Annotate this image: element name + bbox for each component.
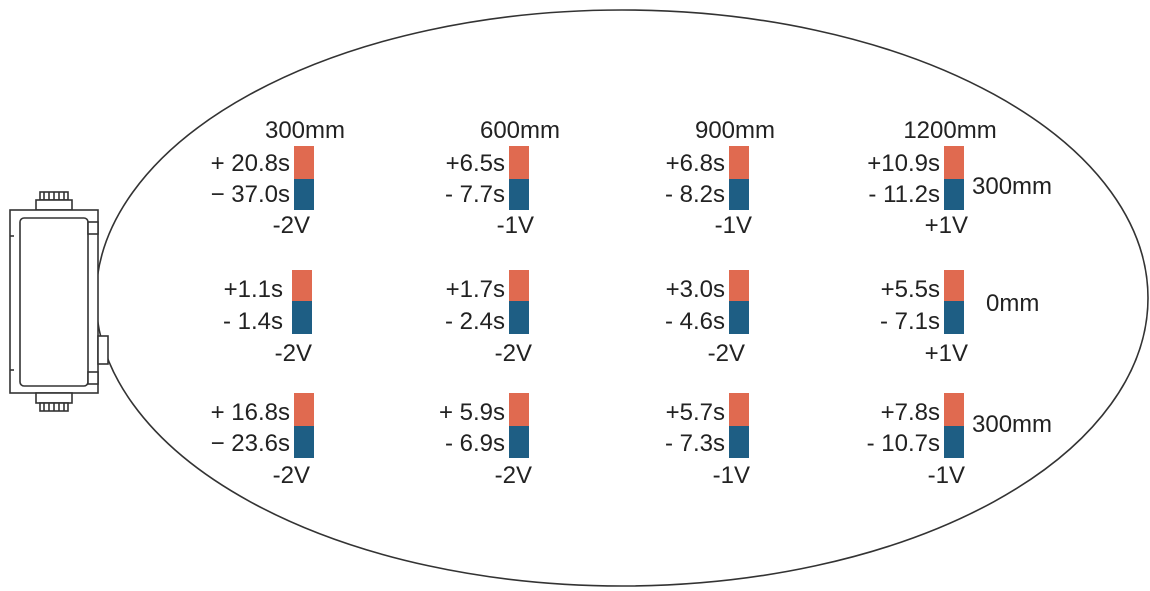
positive-bar (729, 270, 749, 301)
positive-bar (509, 270, 529, 301)
positive-bar (729, 146, 749, 179)
positive-bar (509, 393, 529, 426)
positive-time-label: +1.7s (445, 276, 505, 303)
voltage-label: -2V (494, 462, 532, 489)
negative-time-label: - 1.4s (222, 308, 283, 335)
voltage-label: -1V (714, 212, 752, 239)
positive-time-label: + 5.9s (438, 399, 505, 426)
positive-bar (729, 393, 749, 426)
positive-time-label: +7.8s (880, 399, 940, 426)
negative-time-label: - 8.2s (664, 181, 725, 208)
negative-bar (944, 426, 964, 458)
negative-bar (294, 179, 314, 210)
negative-time-label: - 6.9s (444, 430, 505, 457)
row-label: 300mm (972, 411, 1053, 438)
negative-bar (729, 301, 749, 334)
positive-time-label: +5.7s (665, 399, 725, 426)
voltage-label: -1V (712, 462, 750, 489)
column-header: 300mm (264, 117, 346, 144)
negative-time-label: - 11.2s (868, 181, 940, 208)
negative-time-label: - 7.7s (444, 181, 505, 208)
voltage-label: +1V (924, 212, 968, 239)
negative-bar (509, 179, 529, 210)
positive-bar (944, 146, 964, 179)
negative-time-label: - 10.7s (866, 430, 940, 457)
negative-time-label: - 4.6s (664, 308, 725, 335)
negative-bar (294, 426, 314, 458)
positive-time-label: +6.8s (665, 150, 725, 177)
column-header: 1200mm (903, 117, 997, 144)
positive-bar (509, 146, 529, 179)
column-header: 600mm (479, 117, 561, 144)
voltage-label: -2V (272, 462, 310, 489)
negative-bar (509, 301, 529, 334)
positive-bar (294, 146, 314, 179)
positive-bar (944, 270, 964, 301)
positive-time-label: +1.1s (223, 276, 283, 303)
positive-time-label: + 16.8s (210, 399, 290, 426)
negative-time-label: - 7.3s (664, 430, 725, 457)
positive-bar (294, 393, 314, 426)
column-header: 900mm (694, 117, 776, 144)
voltage-label: +1V (924, 340, 968, 367)
row-label: 300mm (972, 173, 1053, 200)
voltage-label: -2V (272, 212, 310, 239)
voltage-label: -2V (274, 340, 312, 367)
negative-time-label: − 23.6s (210, 430, 290, 457)
negative-bar (729, 426, 749, 458)
device-icon (9, 191, 109, 412)
negative-bar (729, 179, 749, 210)
voltage-label: -2V (494, 340, 532, 367)
voltage-label: -1V (496, 212, 534, 239)
negative-time-label: − 37.0s (210, 181, 290, 208)
negative-bar (944, 179, 964, 210)
negative-bar (292, 301, 312, 334)
negative-time-label: - 2.4s (444, 308, 505, 335)
positive-time-label: +10.9s (867, 150, 940, 177)
negative-bar (944, 301, 964, 334)
positive-time-label: +3.0s (665, 276, 725, 303)
voltage-label: -1V (927, 462, 965, 489)
voltage-label: -2V (707, 340, 745, 367)
positive-time-label: +6.5s (445, 150, 505, 177)
negative-bar (509, 426, 529, 458)
negative-time-label: - 7.1s (879, 308, 940, 335)
positive-bar (944, 393, 964, 426)
positive-bar (292, 270, 312, 301)
positive-time-label: + 20.8s (210, 150, 290, 177)
row-label: 0mm (986, 290, 1040, 317)
positive-time-label: +5.5s (880, 276, 940, 303)
